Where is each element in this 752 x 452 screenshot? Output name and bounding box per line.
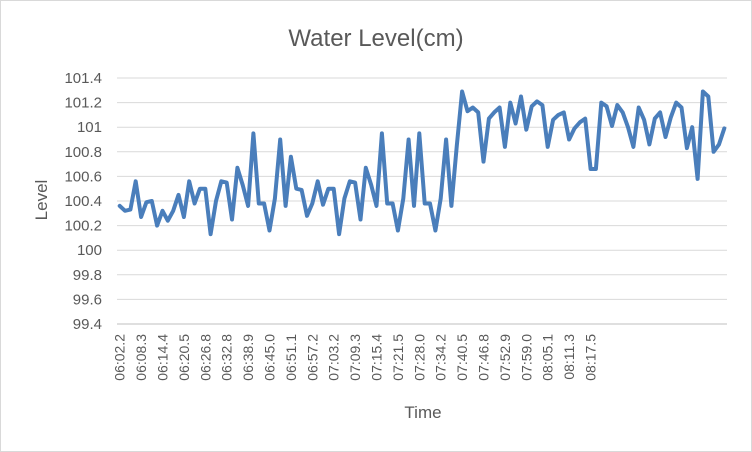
x-tick-label: 08:17.5 — [583, 334, 599, 381]
y-tick-label: 100.4 — [64, 193, 102, 210]
y-tick-label: 101.4 — [64, 70, 102, 87]
x-tick-label: 07:46.8 — [476, 334, 492, 381]
x-tick-label: 07:34.2 — [433, 334, 449, 381]
series-group — [117, 89, 727, 237]
series-line — [117, 89, 727, 237]
y-tick-label: 99.6 — [73, 291, 102, 308]
y-axis-label: Level — [32, 180, 51, 221]
y-tick-label: 99.8 — [73, 267, 102, 284]
gridlines — [117, 77, 727, 325]
x-tick-labels: 06:02.2 06:08.3 06:14.4 06:20.5 06:26.8 06:32… — [112, 334, 599, 381]
y-tick-label: 100 — [77, 242, 102, 259]
x-tick-label: 06:26.8 — [197, 334, 213, 381]
x-tick-label: 06:32.8 — [219, 334, 235, 381]
x-tick-label: 07:15.4 — [369, 334, 385, 381]
y-tick-label: 100.6 — [64, 168, 102, 185]
y-tick-label: 100.2 — [64, 218, 102, 235]
x-tick-label: 07:28.0 — [411, 334, 427, 381]
y-tick-label: 99.4 — [73, 316, 102, 333]
x-tick-label: 06:20.5 — [176, 334, 192, 381]
x-axis-label: Time — [404, 403, 441, 422]
x-tick-label: 06:08.3 — [133, 334, 149, 381]
chart-title: Water Level(cm) — [288, 25, 463, 52]
x-tick-label: 07:09.3 — [347, 334, 363, 381]
x-tick-label: 06:38.9 — [240, 334, 256, 381]
y-tick-label: 101 — [77, 119, 102, 136]
x-tick-label: 06:57.2 — [304, 334, 320, 381]
x-tick-label: 06:14.4 — [154, 334, 170, 381]
x-tick-label: 06:51.1 — [283, 334, 299, 381]
x-tick-label: 07:21.5 — [390, 334, 406, 381]
x-tick-label: 07:40.5 — [454, 334, 470, 381]
x-tick-label: 06:45.0 — [262, 334, 278, 381]
y-tick-label: 101.2 — [64, 95, 102, 112]
x-tick-label: 07:03.2 — [326, 334, 342, 381]
x-tick-label: 08:11.3 — [561, 334, 577, 380]
x-tick-label: 06:02.2 — [112, 334, 128, 381]
y-tick-label: 100.8 — [64, 144, 102, 161]
x-tick-label: 07:59.0 — [518, 334, 534, 381]
x-tick-label: 08:05.1 — [540, 334, 556, 381]
y-tick-labels: 101.4 101.2 101 100.8 100.6 100.4 100.2 100 99.8… — [64, 70, 102, 333]
x-tick-label: 07:52.9 — [497, 334, 513, 381]
